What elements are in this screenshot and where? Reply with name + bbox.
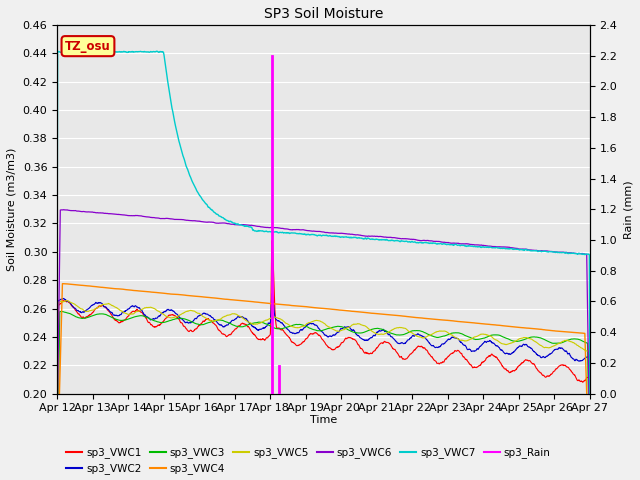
Y-axis label: Rain (mm): Rain (mm) xyxy=(623,180,633,239)
Legend: sp3_VWC1, sp3_VWC2, sp3_VWC3, sp3_VWC4, sp3_VWC5, sp3_VWC6, sp3_VWC7, sp3_Rain: sp3_VWC1, sp3_VWC2, sp3_VWC3, sp3_VWC4, … xyxy=(62,443,555,479)
Text: TZ_osu: TZ_osu xyxy=(65,40,111,53)
Y-axis label: Soil Moisture (m3/m3): Soil Moisture (m3/m3) xyxy=(7,147,17,271)
X-axis label: Time: Time xyxy=(310,415,337,425)
Title: SP3 Soil Moisture: SP3 Soil Moisture xyxy=(264,7,383,21)
